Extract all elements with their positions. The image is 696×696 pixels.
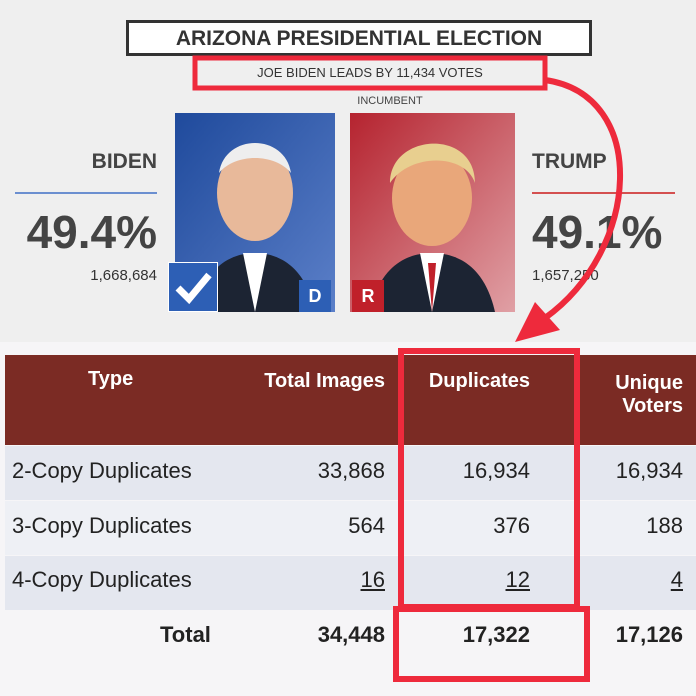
column-header: Unique Voters bbox=[615, 372, 683, 417]
table-cell: 4 bbox=[670, 567, 683, 592]
row-label: 2-Copy Duplicates bbox=[12, 458, 192, 483]
row-label: Total bbox=[160, 622, 211, 647]
arrow-head bbox=[515, 302, 560, 342]
party-badge: D bbox=[299, 280, 331, 312]
table-cell: 16 bbox=[360, 567, 385, 592]
candidate-name: TRUMP bbox=[532, 150, 607, 173]
table-cell: 188 bbox=[646, 513, 683, 538]
highlight-box bbox=[393, 606, 590, 682]
row-background bbox=[5, 556, 696, 610]
row-label: 4-Copy Duplicates bbox=[12, 567, 192, 592]
table-cell: 12 bbox=[505, 567, 530, 592]
table-cell: 34,448 bbox=[317, 622, 385, 647]
column-header: Total Images bbox=[264, 370, 385, 392]
row-background bbox=[5, 501, 696, 555]
checkmark-icon bbox=[168, 262, 218, 312]
table-cell: 16,934 bbox=[615, 458, 683, 483]
row-label: 3-Copy Duplicates bbox=[12, 513, 192, 538]
table-cell: 564 bbox=[348, 513, 385, 538]
column-header: Duplicates bbox=[428, 370, 530, 392]
table-cell: 33,868 bbox=[317, 458, 385, 483]
title: ARIZONA PRESIDENTIAL ELECTION bbox=[126, 20, 592, 56]
incumbent-label: INCUMBENT bbox=[357, 95, 423, 107]
candidate-percent: 49.4% bbox=[26, 206, 157, 258]
divider bbox=[532, 192, 675, 194]
trump-photo bbox=[350, 113, 515, 312]
table-cell: 17,126 bbox=[615, 622, 683, 647]
highlight-box bbox=[192, 55, 548, 91]
table-cell: 17,322 bbox=[462, 622, 530, 647]
row-background bbox=[5, 446, 696, 500]
divider bbox=[15, 192, 157, 194]
table-header bbox=[5, 355, 696, 445]
highlight-box bbox=[398, 348, 580, 610]
candidate-votes: 1,668,684 bbox=[90, 267, 157, 284]
candidate-percent: 49.1% bbox=[532, 206, 663, 258]
column-header: Type bbox=[88, 368, 134, 390]
table-cell: 16,934 bbox=[462, 458, 530, 483]
candidate-name: BIDEN bbox=[91, 150, 157, 173]
subtitle: JOE BIDEN LEADS BY 11,434 VOTES bbox=[257, 65, 483, 80]
arrow bbox=[543, 77, 623, 321]
party-badge: R bbox=[352, 280, 384, 312]
table-cell: 376 bbox=[493, 513, 530, 538]
